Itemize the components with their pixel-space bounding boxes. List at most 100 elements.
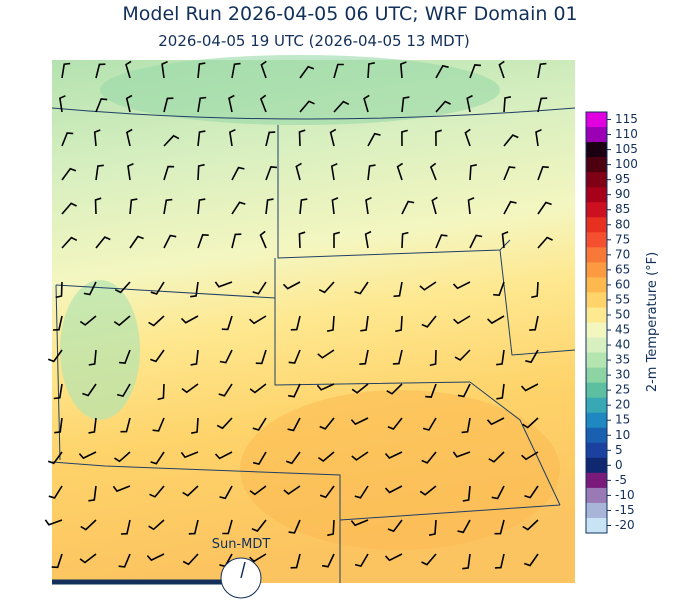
wind-barb — [363, 94, 370, 113]
wind-barb — [461, 417, 471, 434]
color-band — [586, 517, 607, 534]
wind-barb — [255, 349, 267, 365]
tick-label: 95 — [615, 172, 630, 186]
wind-barb — [197, 233, 209, 249]
wind-barb — [464, 128, 471, 147]
tick-label: -5 — [615, 473, 627, 487]
wind-barb — [265, 166, 277, 181]
wind-barb — [129, 198, 138, 215]
wind-barb — [393, 281, 403, 298]
wind-barb — [401, 200, 415, 215]
wind-barb — [55, 281, 63, 299]
wind-barb — [249, 383, 267, 394]
wind-barb — [285, 451, 301, 465]
wind-barb — [494, 519, 505, 535]
wind-barb — [531, 281, 539, 299]
wind-barb — [197, 96, 207, 113]
wind-barb — [524, 485, 539, 499]
wind-barb — [61, 167, 77, 181]
color-band — [586, 352, 607, 369]
color-band — [586, 142, 607, 158]
wind-barb — [501, 231, 509, 249]
wind-barb — [288, 349, 301, 364]
wind-barb — [521, 451, 539, 461]
wind-barb — [401, 129, 408, 147]
wind-barb — [48, 485, 63, 499]
wind-barb — [488, 451, 505, 463]
wind-barb — [359, 349, 369, 365]
color-band — [586, 187, 607, 203]
tick-label: 45 — [615, 323, 630, 337]
tick-label: 50 — [615, 307, 630, 321]
wind-barb — [454, 349, 471, 361]
wind-barb — [419, 281, 437, 291]
wind-barb — [520, 383, 539, 392]
wind-barb — [163, 165, 175, 181]
color-band — [586, 367, 607, 384]
wind-barb — [452, 281, 471, 290]
wind-barb — [467, 197, 475, 215]
tick-label: 25 — [615, 383, 630, 397]
wind-barb — [486, 417, 505, 426]
wind-barb — [351, 383, 369, 394]
wind-barb — [522, 417, 539, 429]
wind-barb — [421, 451, 437, 464]
color-band — [586, 247, 607, 263]
wind-barb — [283, 485, 301, 495]
wind-barb — [95, 236, 111, 249]
wind-barb — [54, 417, 63, 434]
wind-barb — [537, 236, 553, 249]
colorbar-label: 2-m Temperature (°F) — [645, 252, 660, 392]
wind-barb — [95, 164, 104, 181]
tick-label: 60 — [615, 277, 630, 291]
wind-barb — [197, 62, 206, 79]
color-band — [586, 262, 607, 278]
wind-barb — [321, 553, 335, 568]
wind-barb — [537, 201, 552, 215]
wind-barb — [259, 230, 267, 249]
tick-label: 30 — [615, 368, 630, 382]
wind-barb — [228, 94, 235, 113]
color-band — [586, 232, 607, 248]
wind-barb — [333, 100, 350, 113]
wind-barb — [435, 100, 451, 113]
wind-barb — [387, 519, 403, 533]
wind-barb — [452, 451, 471, 458]
wind-barb — [537, 97, 548, 113]
wind-barb — [317, 349, 335, 359]
wind-barb — [537, 62, 547, 79]
wind-barb — [83, 281, 97, 296]
wind-barb — [354, 553, 369, 568]
wind-barb — [537, 165, 549, 181]
wind-barb — [116, 383, 131, 398]
colorbar-frame — [585, 111, 608, 534]
wind-barb — [425, 383, 437, 398]
color-band — [586, 487, 607, 504]
wind-barb — [319, 417, 335, 430]
wind-barb — [265, 198, 274, 215]
color-band — [586, 307, 607, 323]
tick-label: 10 — [615, 428, 630, 442]
wind-barb — [150, 349, 165, 363]
wind-barb — [457, 519, 471, 534]
wind-barb — [288, 383, 301, 398]
wind-barb — [79, 315, 97, 326]
wind-barb — [229, 128, 236, 147]
clock-label: Sun-MDT — [212, 537, 271, 552]
wind-barb — [466, 94, 473, 113]
wind-barb — [392, 349, 403, 365]
wind-barb — [298, 129, 306, 147]
wind-barb — [113, 315, 131, 327]
cool-region — [60, 280, 140, 420]
wind-barb — [222, 519, 233, 535]
wind-barb — [354, 281, 369, 295]
wind-barb — [290, 553, 301, 569]
wind-barb — [252, 281, 267, 295]
color-band — [586, 172, 607, 188]
wind-barb — [251, 519, 267, 532]
wind-barb — [231, 233, 242, 249]
tick-label: 90 — [615, 187, 630, 201]
tick-label: 80 — [615, 217, 630, 231]
title: Model Run 2026-04-05 06 UTC; WRF Domain … — [122, 3, 577, 25]
